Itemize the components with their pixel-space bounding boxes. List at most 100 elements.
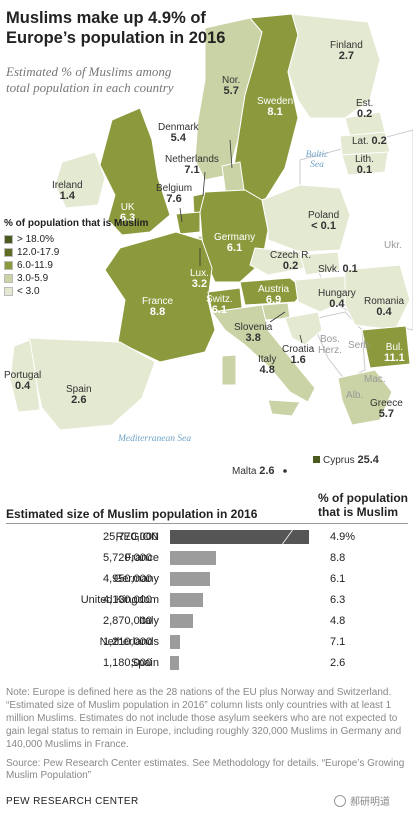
watermark-text: 郝研明道 <box>350 797 390 808</box>
row-percent: 8.8 <box>330 552 346 564</box>
table-row: United Kingdom 4,130,000 6.3 <box>0 590 413 610</box>
leader-denmark <box>229 139 233 169</box>
legend-item: < 3.0 <box>4 285 148 298</box>
row-percent: 7.1 <box>330 636 346 648</box>
portugal-shape <box>9 339 41 413</box>
france-shape <box>104 231 216 363</box>
row-number: 1,210,000 <box>103 636 152 648</box>
table-row: Germany 4,950,000 6.1 <box>0 569 413 589</box>
row-percent: 4.9% <box>330 531 356 543</box>
leader-croatia <box>299 334 303 344</box>
source: Source: Pew Research Center estimates. S… <box>6 758 405 781</box>
table-row: Italy 2,870,000 4.8 <box>0 611 413 631</box>
label-portugal: Portugal 0.4 <box>4 370 42 392</box>
legend-item: 12.0-17.9 <box>4 246 148 259</box>
mediterranean-sea-label: Mediterranean Sea <box>118 434 192 444</box>
leader-belgium <box>179 207 183 223</box>
row-number: 4,950,000 <box>103 573 152 585</box>
legend-item: > 18.0% <box>4 233 148 246</box>
table-row: REGION 25,770,000 4.9% <box>0 527 413 547</box>
table-divider <box>6 523 408 524</box>
row-bar <box>170 635 180 649</box>
cyprus-marker <box>313 456 320 463</box>
row-country: Spain <box>130 657 159 669</box>
watermark-icon <box>334 794 346 807</box>
brand-name: PEW RESEARCH CENTER <box>6 796 139 807</box>
label-belgium: Belgium 7.6 <box>156 183 193 205</box>
italy-shape <box>211 304 316 403</box>
row-country: France <box>124 552 159 564</box>
page-title: Muslims make up 4.9% of Europe’s populat… <box>6 9 226 47</box>
row-bar <box>170 572 210 586</box>
label-luxembourg: Lux. 3.2 <box>190 268 209 290</box>
label-austria: Austria 6.9 <box>258 284 290 306</box>
label-spain: Spain 2.6 <box>66 384 92 406</box>
label-finland: Finland 2.7 <box>330 40 363 62</box>
row-number: 2,870,000 <box>103 615 152 627</box>
label-serbia: Serb. <box>348 340 372 351</box>
malta-marker <box>283 469 287 473</box>
row-number: 1,180,000 <box>103 657 152 669</box>
label-switzerland: Switz. 6.1 <box>206 294 233 316</box>
label-romania: Romania 0.4 <box>364 296 405 318</box>
label-estonia: Est. 0.2 <box>356 98 374 120</box>
legend-title: % of population that is Muslim <box>4 218 149 229</box>
label-sweden: Sweden 8.1 <box>257 96 294 118</box>
table-row: Spain 1,180,000 2.6 <box>0 653 413 673</box>
row-bar <box>170 656 179 670</box>
row-bar <box>170 551 216 565</box>
label-poland: Poland < 0.1 <box>308 210 340 232</box>
label-malta: Malta 2.6 <box>232 465 275 478</box>
label-hungary: Hungary 0.4 <box>318 288 356 310</box>
label-greece: Greece 5.7 <box>370 398 403 420</box>
row-bar <box>170 593 203 607</box>
legend-swatch <box>4 274 13 283</box>
latvia-shape <box>339 131 391 156</box>
slovakia-shape <box>299 251 341 276</box>
table-heading-right: % of population that is Muslim <box>318 491 408 519</box>
page-subtitle: Estimated % of Muslims among total popul… <box>6 64 174 95</box>
label-netherlands: Netherlands 7.1 <box>165 154 219 176</box>
row-number: 5,720,000 <box>103 552 152 564</box>
label-ireland: Ireland 1.4 <box>52 180 83 202</box>
map-legend: % of population that is Muslim > 18.0% 1… <box>4 218 148 298</box>
table-row: Netherlands 1,210,000 7.1 <box>0 632 413 652</box>
ireland-shape <box>54 151 106 209</box>
row-percent: 6.1 <box>330 573 346 585</box>
leader-netherlands <box>202 171 206 197</box>
europe-map <box>9 13 413 473</box>
notes: Note: Europe is defined here as the 28 n… <box>6 687 402 750</box>
legend-swatch <box>4 235 13 244</box>
label-uk: UK 6.3 <box>120 202 136 224</box>
uk-shape <box>99 107 171 236</box>
legend-item: 6.0-11.9 <box>4 259 148 272</box>
lithuania-shape <box>341 151 389 176</box>
legend-swatch <box>4 248 13 257</box>
label-italy: Italy 4.8 <box>258 354 277 376</box>
label-germany: Germany 6.1 <box>214 232 256 254</box>
croatia-shape <box>284 311 323 346</box>
row-percent: 2.6 <box>330 657 346 669</box>
label-macedonia: Mac. <box>364 374 386 385</box>
label-bulgaria: Bul. 11.1 <box>384 342 405 364</box>
greece-shape <box>337 369 393 426</box>
row-country: United Kingdom <box>80 594 159 606</box>
watermark: 郝研明道 <box>334 793 390 808</box>
legend-item: 3.0-5.9 <box>4 272 148 285</box>
label-croatia: Croatia 1.6 <box>282 344 315 366</box>
legend-label: 6.0-11.9 <box>17 260 53 271</box>
row-bar <box>170 614 193 628</box>
label-albania: Alb. <box>346 390 364 401</box>
row-country: Italy <box>138 615 159 627</box>
legend-label: 3.0-5.9 <box>17 273 49 284</box>
row-country: REGION <box>115 531 159 543</box>
bulgaria-shape <box>361 325 411 369</box>
label-bosnia: Bos. Herz. <box>318 334 342 356</box>
label-lithuania: Lith. 0.1 <box>355 154 374 176</box>
legend-label: < 3.0 <box>17 286 40 297</box>
czech-shape <box>249 247 306 276</box>
table-heading-left: Estimated size of Muslim population in 2… <box>6 507 258 521</box>
sardinia-shape <box>221 354 237 386</box>
table-row: France 5,720,000 8.8 <box>0 548 413 568</box>
label-france: France 8.8 <box>142 296 174 318</box>
